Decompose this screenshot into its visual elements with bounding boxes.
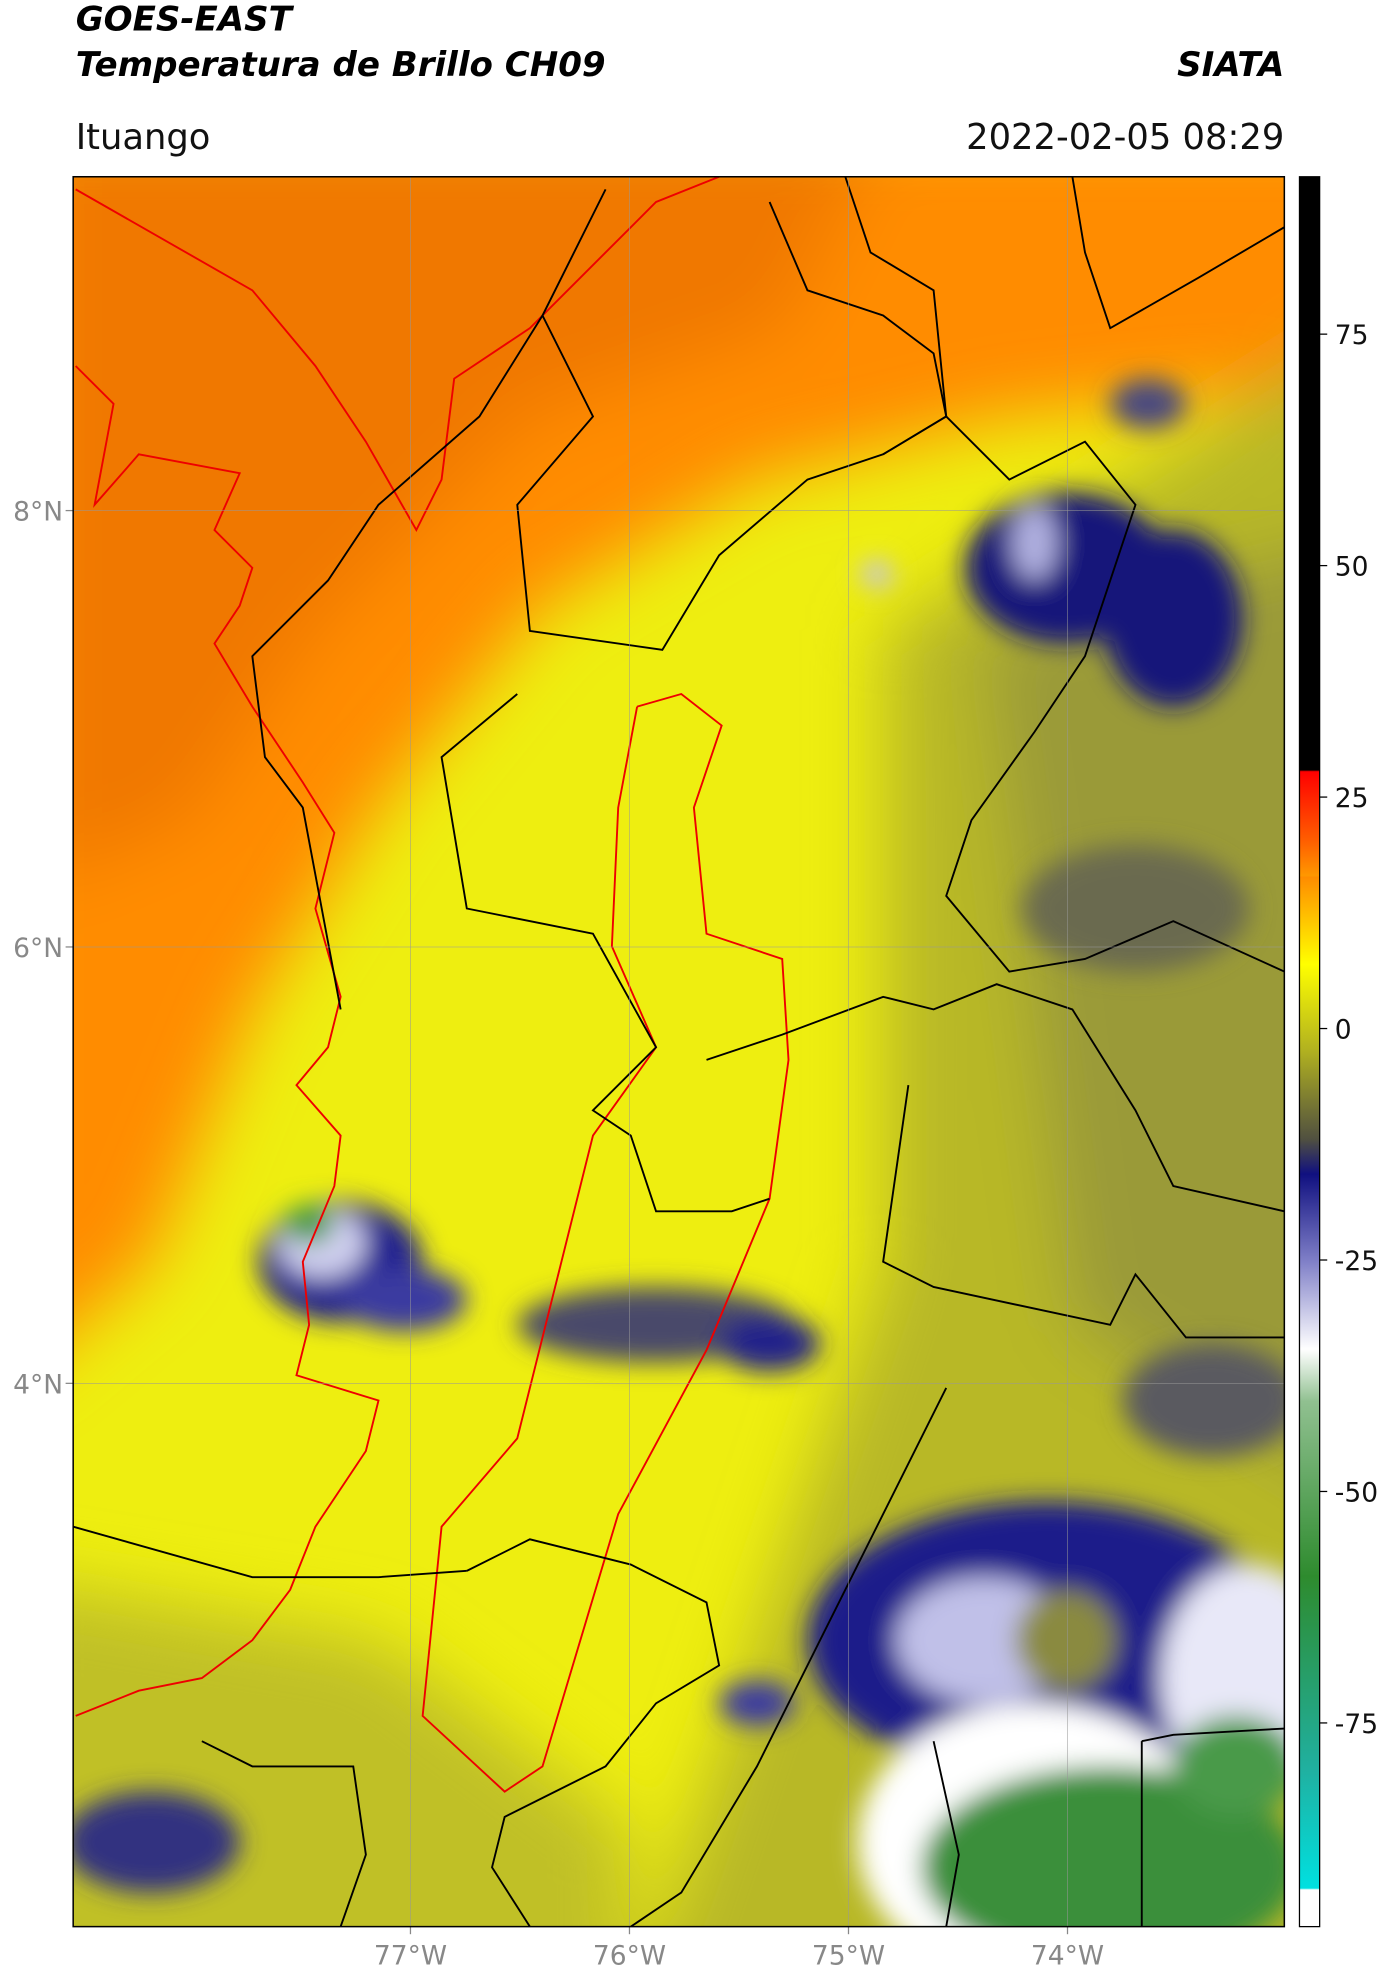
colorbar-tick-label: -50 [1335,1478,1378,1509]
colorbar-tick-label: 0 [1335,1015,1352,1046]
y-tick-label: 6°N [13,933,63,964]
colorbar-tick-label: -25 [1335,1246,1378,1277]
y-tick-label: 4°N [13,1369,63,1400]
timestamp: 2022-02-05 08:29 [966,117,1284,158]
location: Ituango [76,117,211,158]
x-tick-label: 75°W [812,1940,885,1971]
colorbar-tick-label: 25 [1335,783,1369,814]
x-tick-label: 77°W [374,1940,447,1971]
subtitle: Temperatura de Brillo CH09 [76,45,606,85]
map-frame [72,175,1286,1928]
x-tick-label: 76°W [593,1940,666,1971]
agency: SIATA [1177,45,1284,85]
colorbar-tick-label: 50 [1335,552,1369,583]
map-image [73,176,1285,1927]
colorbar-tick-label: 75 [1335,320,1369,351]
y-tick-label: 8°N [13,497,63,528]
colorbar [1298,176,1321,1928]
x-tick-label: 74°W [1031,1940,1104,1971]
title: GOES-EAST [76,0,295,39]
colorbar-tick-label: -75 [1335,1709,1378,1740]
